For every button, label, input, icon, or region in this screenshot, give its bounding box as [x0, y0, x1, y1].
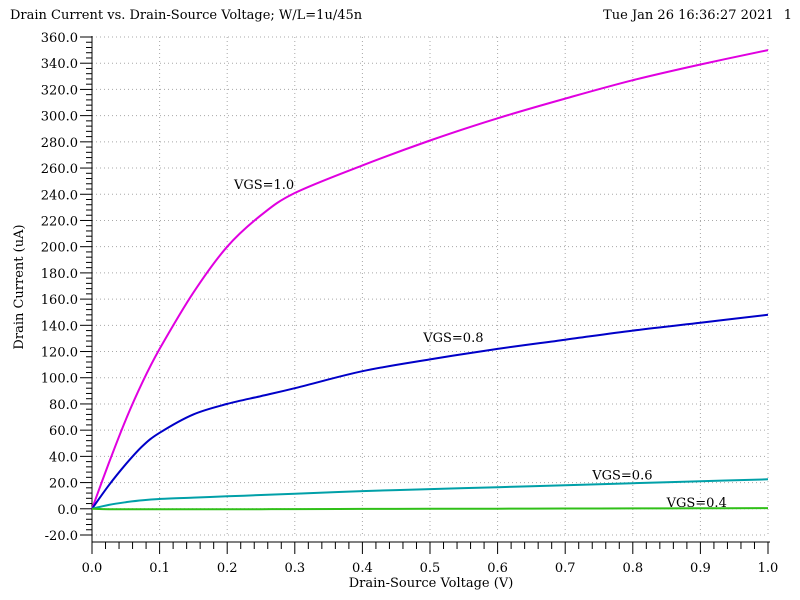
y-tick-label: 220.0 [41, 214, 78, 229]
series-line [91, 49, 769, 510]
y-tick-label: 120.0 [41, 346, 78, 361]
x-axis-label: Drain-Source Voltage (V) [349, 576, 514, 591]
series-line [91, 313, 769, 510]
y-tick-label: 180.0 [41, 267, 78, 282]
y-tick-label: 320.0 [41, 83, 78, 98]
x-tick-label: 0.1 [149, 561, 170, 576]
y-tick-label: 240.0 [41, 188, 78, 203]
y-tick-label: -20.0 [45, 529, 78, 544]
y-tick-label: 360.0 [41, 31, 78, 46]
y-axis-label: Drain Current (uA) [12, 224, 27, 349]
series-label: VGS=0.8 [422, 331, 483, 346]
axes [91, 36, 770, 543]
x-tick-label: 1.0 [758, 561, 779, 576]
timestamp: Tue Jan 26 16:36:27 2021 [603, 8, 774, 23]
y-tick-label: 20.0 [49, 477, 78, 492]
y-tick-label: 100.0 [41, 372, 78, 387]
ticks: 0.0 0.1 0.2 0.3 0.4 0.5 0.6 0.7 0.8 0.9 1.0 -20.0 0.… [41, 31, 779, 576]
page-number: 1 [783, 8, 792, 23]
y-tick-label: 40.0 [49, 450, 78, 465]
x-tick-label: 0.9 [690, 561, 711, 576]
x-tick-label: 0.5 [420, 561, 441, 576]
series-label: VGS=0.4 [666, 496, 727, 511]
y-tick-label: 80.0 [49, 398, 78, 413]
x-tick-label: 0.0 [82, 561, 103, 576]
y-tick-label: 160.0 [41, 293, 78, 308]
y-tick-label: 300.0 [41, 110, 78, 125]
header-info: Tue Jan 26 16:36:27 2021 1 [603, 8, 792, 23]
series-label: VGS=0.6 [591, 469, 652, 484]
series-layer [91, 49, 769, 511]
y-tick-label: 0.0 [57, 503, 78, 518]
x-tick-label: 0.4 [352, 561, 373, 576]
x-tick-label: 0.2 [217, 561, 238, 576]
series-line [91, 478, 769, 510]
x-tick-label: 0.3 [284, 561, 305, 576]
grid [92, 36, 769, 536]
x-tick-label: 0.8 [622, 561, 643, 576]
x-tick-label: 0.6 [487, 561, 508, 576]
y-tick-label: 60.0 [49, 424, 78, 439]
series-label: VGS=1.0 [233, 178, 294, 193]
series-line [91, 507, 769, 511]
chart-title: Drain Current vs. Drain-Source Voltage; … [10, 8, 363, 23]
y-tick-label: 260.0 [41, 162, 78, 177]
x-tick-label: 0.7 [555, 561, 576, 576]
y-tick-label: 280.0 [41, 136, 78, 151]
y-tick-label: 340.0 [41, 57, 78, 72]
series-labels: VGS=1.0 VGS=0.8 VGS=0.6 VGS=0.4 [233, 178, 727, 511]
y-tick-label: 200.0 [41, 241, 78, 256]
y-tick-label: 140.0 [41, 319, 78, 334]
